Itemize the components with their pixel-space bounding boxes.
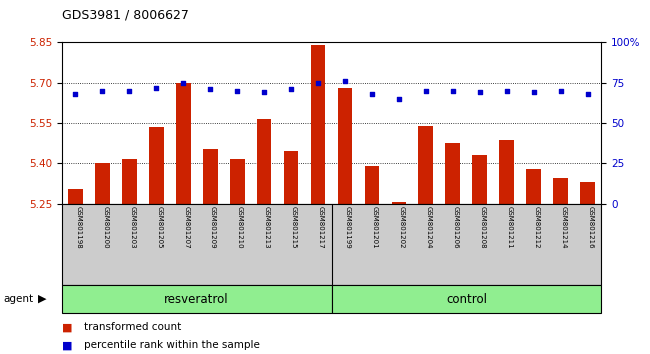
- Point: [97, 88, 107, 94]
- Text: control: control: [446, 293, 487, 306]
- Point: [367, 91, 377, 97]
- Bar: [473, 155, 488, 204]
- Bar: [95, 163, 110, 204]
- Bar: [176, 83, 190, 204]
- Text: ■: ■: [62, 322, 72, 332]
- Text: ■: ■: [62, 340, 72, 350]
- Text: percentile rank within the sample: percentile rank within the sample: [84, 340, 261, 350]
- Point: [286, 86, 296, 92]
- Text: GSM801216: GSM801216: [588, 206, 593, 249]
- Text: GSM801199: GSM801199: [345, 206, 351, 249]
- Text: GDS3981 / 8006627: GDS3981 / 8006627: [62, 8, 188, 21]
- Point: [502, 88, 512, 94]
- Point: [124, 88, 135, 94]
- Bar: [337, 88, 352, 204]
- Text: GSM801204: GSM801204: [426, 206, 432, 249]
- Point: [582, 91, 593, 97]
- Bar: [283, 151, 298, 204]
- Point: [421, 88, 431, 94]
- Bar: [311, 45, 326, 204]
- Text: GSM801198: GSM801198: [75, 206, 81, 249]
- Text: GSM801203: GSM801203: [129, 206, 135, 249]
- Bar: [445, 143, 460, 204]
- Bar: [203, 149, 218, 204]
- Text: GSM801214: GSM801214: [561, 206, 567, 249]
- Point: [528, 90, 539, 95]
- Text: agent: agent: [3, 294, 33, 304]
- Text: resveratrol: resveratrol: [164, 293, 229, 306]
- Text: GSM801210: GSM801210: [237, 206, 243, 249]
- Text: GSM801208: GSM801208: [480, 206, 486, 249]
- Bar: [391, 202, 406, 204]
- Text: GSM801211: GSM801211: [507, 206, 513, 249]
- Point: [70, 91, 81, 97]
- Point: [340, 78, 350, 84]
- Point: [205, 86, 215, 92]
- Point: [259, 90, 269, 95]
- Bar: [499, 141, 514, 204]
- Text: GSM801202: GSM801202: [399, 206, 405, 249]
- Bar: [332, 285, 601, 313]
- Text: GSM801200: GSM801200: [102, 206, 108, 249]
- Bar: [68, 189, 83, 204]
- Bar: [149, 127, 164, 204]
- Point: [232, 88, 242, 94]
- Text: GSM801213: GSM801213: [264, 206, 270, 249]
- Text: GSM801206: GSM801206: [453, 206, 459, 249]
- Bar: [419, 126, 434, 204]
- Text: GSM801207: GSM801207: [183, 206, 189, 249]
- Bar: [553, 178, 568, 204]
- Bar: [580, 182, 595, 204]
- Text: ▶: ▶: [38, 294, 46, 304]
- Bar: [365, 166, 380, 204]
- Text: GSM801215: GSM801215: [291, 206, 297, 249]
- Point: [474, 90, 485, 95]
- Text: GSM801205: GSM801205: [156, 206, 162, 249]
- Point: [556, 88, 566, 94]
- Bar: [62, 285, 332, 313]
- Point: [448, 88, 458, 94]
- Text: GSM801212: GSM801212: [534, 206, 540, 249]
- Text: GSM801209: GSM801209: [210, 206, 216, 249]
- Point: [151, 85, 161, 90]
- Text: GSM801201: GSM801201: [372, 206, 378, 249]
- Text: transformed count: transformed count: [84, 322, 182, 332]
- Bar: [229, 159, 244, 204]
- Point: [178, 80, 188, 86]
- Point: [313, 80, 323, 86]
- Point: [394, 96, 404, 102]
- Bar: [257, 119, 272, 204]
- Bar: [122, 159, 136, 204]
- Text: GSM801217: GSM801217: [318, 206, 324, 249]
- Bar: [526, 169, 541, 204]
